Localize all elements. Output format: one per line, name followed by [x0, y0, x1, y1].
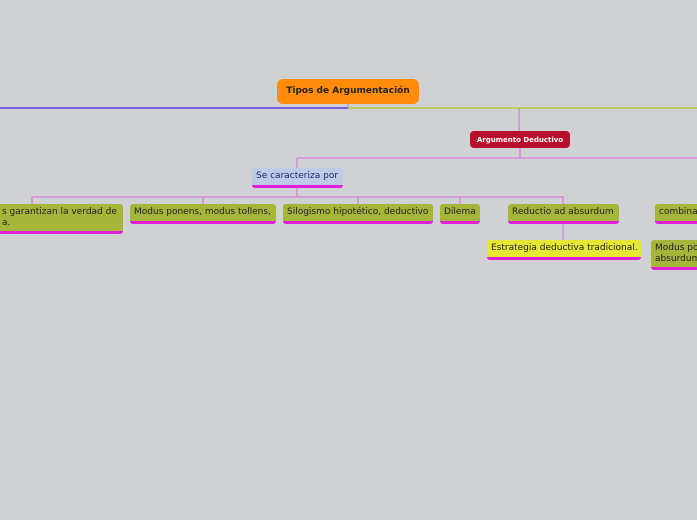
connector-group — [31, 104, 697, 240]
connector — [347, 104, 520, 131]
child-node[interactable]: Dilema — [440, 204, 480, 224]
connector — [31, 188, 564, 204]
child-node[interactable]: s garantizan la verdad de a. — [0, 204, 123, 234]
right-node[interactable]: combina — [655, 204, 697, 224]
topic-node[interactable]: Se caracteriza por — [252, 168, 343, 188]
central-node[interactable]: Tipos de Argumentación — [277, 79, 419, 104]
child-node[interactable]: Modus ponens, modus tollens, — [130, 204, 276, 224]
branch-node[interactable]: Argumento Deductivo — [470, 131, 570, 148]
child-node[interactable]: Silogismo hipotético, deductivo — [283, 204, 433, 224]
node-line: a. — [2, 218, 11, 228]
sub-child-node[interactable]: Estrategia deductiva tradicional. — [487, 240, 641, 260]
right-node[interactable]: Modus po absurdum — [651, 240, 697, 270]
node-line: s garantizan la verdad de — [2, 207, 117, 217]
child-node[interactable]: Reductio ad absurdum — [508, 204, 619, 224]
node-line: Modus po — [655, 243, 697, 253]
node-line: absurdum — [655, 254, 697, 264]
connector — [296, 148, 697, 168]
